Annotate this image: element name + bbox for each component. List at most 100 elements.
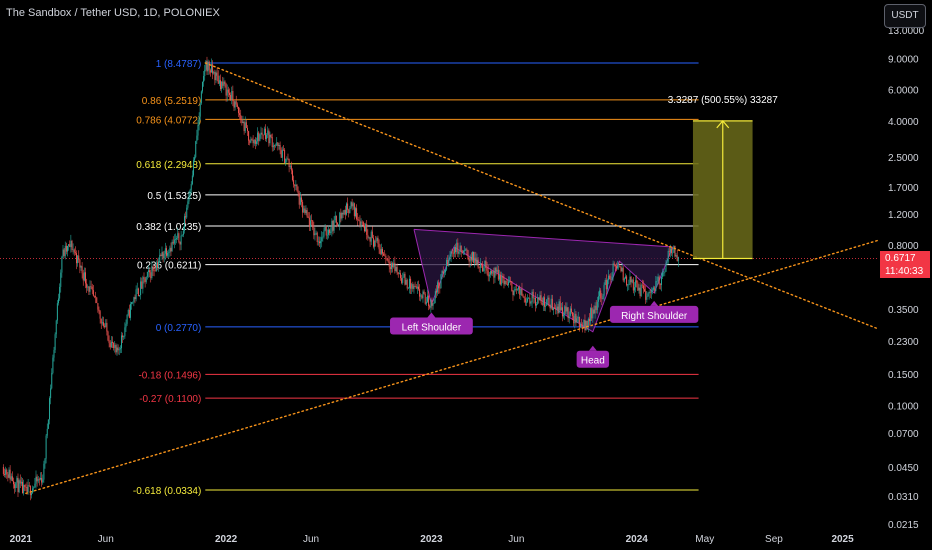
candle-body bbox=[313, 227, 315, 236]
x-tick-label: 2024 bbox=[626, 534, 649, 545]
candle-body bbox=[241, 119, 243, 124]
candle-body bbox=[89, 286, 91, 292]
candle-body bbox=[412, 284, 414, 289]
candle-body bbox=[509, 281, 511, 282]
candle-body bbox=[334, 215, 336, 221]
candle-body bbox=[406, 279, 408, 289]
y-tick-label: 0.0215 bbox=[888, 520, 919, 531]
candle-body bbox=[336, 222, 338, 225]
candle-body bbox=[63, 249, 65, 256]
candle-body bbox=[216, 72, 218, 76]
candle-body bbox=[271, 136, 273, 148]
candle-body bbox=[36, 476, 38, 482]
candle-body bbox=[278, 145, 280, 147]
candle-body bbox=[363, 225, 365, 232]
candle-body bbox=[209, 70, 211, 73]
candle-body bbox=[440, 274, 442, 289]
candle-body bbox=[644, 289, 646, 292]
candle-body bbox=[430, 299, 432, 308]
candle-body bbox=[347, 203, 349, 210]
candle-body bbox=[122, 335, 124, 338]
fib-label: 0.86 (5.2519) bbox=[142, 96, 202, 107]
candle-body bbox=[629, 276, 631, 285]
candle-body bbox=[567, 307, 569, 319]
candle-body bbox=[316, 232, 318, 243]
candle-body bbox=[77, 255, 79, 264]
candle-body bbox=[375, 240, 377, 242]
candle-body bbox=[645, 291, 647, 300]
trendline bbox=[204, 62, 879, 330]
candle-body bbox=[158, 261, 160, 267]
fib-label: 0.382 (1.0235) bbox=[136, 222, 201, 233]
candle-body bbox=[242, 121, 244, 124]
candle-body bbox=[212, 64, 214, 74]
candle-body bbox=[464, 250, 466, 252]
candle-body bbox=[480, 263, 482, 265]
candle-body bbox=[501, 276, 503, 285]
candle-body bbox=[595, 305, 597, 311]
candle-body bbox=[486, 267, 488, 271]
candle-body bbox=[539, 295, 541, 300]
candle-body bbox=[455, 247, 457, 253]
candle-body bbox=[217, 75, 219, 84]
candle-body bbox=[639, 287, 641, 297]
y-tick-label: 4.0000 bbox=[888, 117, 919, 128]
candle-body bbox=[527, 298, 529, 302]
candle-body bbox=[177, 233, 179, 239]
candle-body bbox=[388, 261, 390, 267]
candle-body bbox=[677, 256, 679, 262]
candle-body bbox=[17, 477, 19, 493]
candle-body bbox=[160, 254, 162, 257]
candle-body bbox=[151, 267, 153, 279]
candle-body bbox=[84, 272, 86, 284]
candle-body bbox=[293, 180, 295, 185]
currency-button[interactable]: USDT bbox=[884, 4, 926, 28]
candle-body bbox=[149, 270, 151, 273]
candle-body bbox=[554, 307, 556, 309]
candle-body bbox=[35, 476, 37, 484]
candle-body bbox=[401, 278, 403, 283]
candle-body bbox=[352, 203, 354, 207]
y-tick-label: 2.5000 bbox=[888, 153, 919, 164]
candle-body bbox=[303, 208, 305, 213]
candle-body bbox=[123, 336, 125, 338]
candle-body bbox=[655, 281, 657, 292]
candle-body bbox=[23, 484, 25, 494]
candle-body bbox=[118, 349, 120, 351]
candle-body bbox=[154, 270, 156, 272]
x-axis: 2021 Jun 2022 Jun 2023 Jun 2024 May Sep 2025 bbox=[10, 534, 854, 545]
candles bbox=[2, 56, 679, 501]
candle-body bbox=[360, 221, 362, 226]
candle-body bbox=[254, 139, 256, 144]
candle-body bbox=[93, 295, 95, 297]
candle-body bbox=[207, 61, 209, 72]
candle-body bbox=[450, 251, 452, 257]
candle-body bbox=[295, 184, 297, 187]
candle-body bbox=[92, 290, 94, 296]
candle-body bbox=[291, 170, 293, 181]
candle-body bbox=[484, 260, 486, 269]
candle-body bbox=[3, 473, 5, 475]
candle-body bbox=[515, 288, 517, 290]
candle-body bbox=[421, 295, 423, 299]
candle-body bbox=[622, 267, 624, 281]
candle-body bbox=[460, 245, 462, 252]
candle-body bbox=[387, 259, 389, 262]
candle-body bbox=[468, 258, 470, 262]
x-tick-label: 2023 bbox=[420, 534, 443, 545]
candle-body bbox=[246, 127, 248, 132]
candle-body bbox=[55, 320, 57, 335]
candle-body bbox=[86, 283, 88, 288]
candle-body bbox=[50, 388, 52, 399]
candle-body bbox=[107, 331, 109, 341]
candle-body bbox=[569, 308, 571, 316]
x-tick-label: Jun bbox=[508, 534, 524, 545]
candle-body bbox=[492, 271, 494, 274]
candle-body bbox=[650, 290, 652, 293]
candle-body bbox=[626, 276, 628, 286]
candle-body bbox=[281, 149, 283, 158]
candle-body bbox=[478, 267, 480, 268]
candle-body bbox=[24, 484, 26, 487]
candle-body bbox=[324, 227, 326, 231]
